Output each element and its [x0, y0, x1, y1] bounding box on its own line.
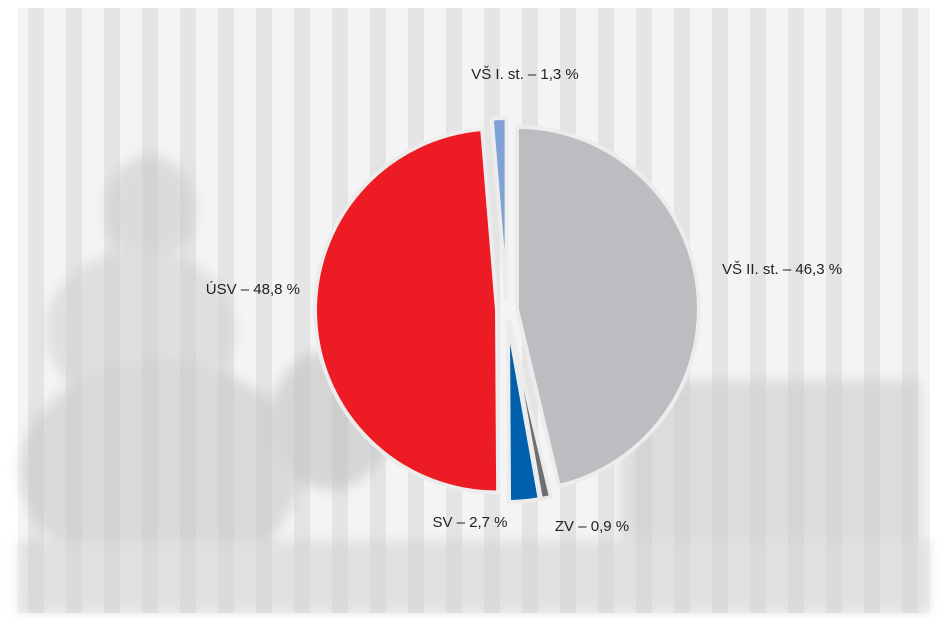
- slice-label: VŠ I. st. – 1,3 %: [471, 66, 579, 83]
- slice-label: SV – 2,7 %: [432, 514, 507, 531]
- pie-slice: [489, 116, 509, 301]
- slice-label: ZV – 0,9 %: [555, 518, 629, 535]
- pie-slice: [313, 126, 501, 495]
- pie: VŠ II. st. – 46,3 % ZV – 0,9 % SV – 2,7 % Ú…: [206, 66, 842, 535]
- pie-slice: [514, 124, 701, 489]
- slice-label: ÚSV – 48,8 %: [206, 281, 300, 298]
- slice-label: VŠ II. st. – 46,3 %: [722, 261, 842, 278]
- pie-slice: [505, 319, 543, 504]
- photo-shapes: [18, 155, 930, 613]
